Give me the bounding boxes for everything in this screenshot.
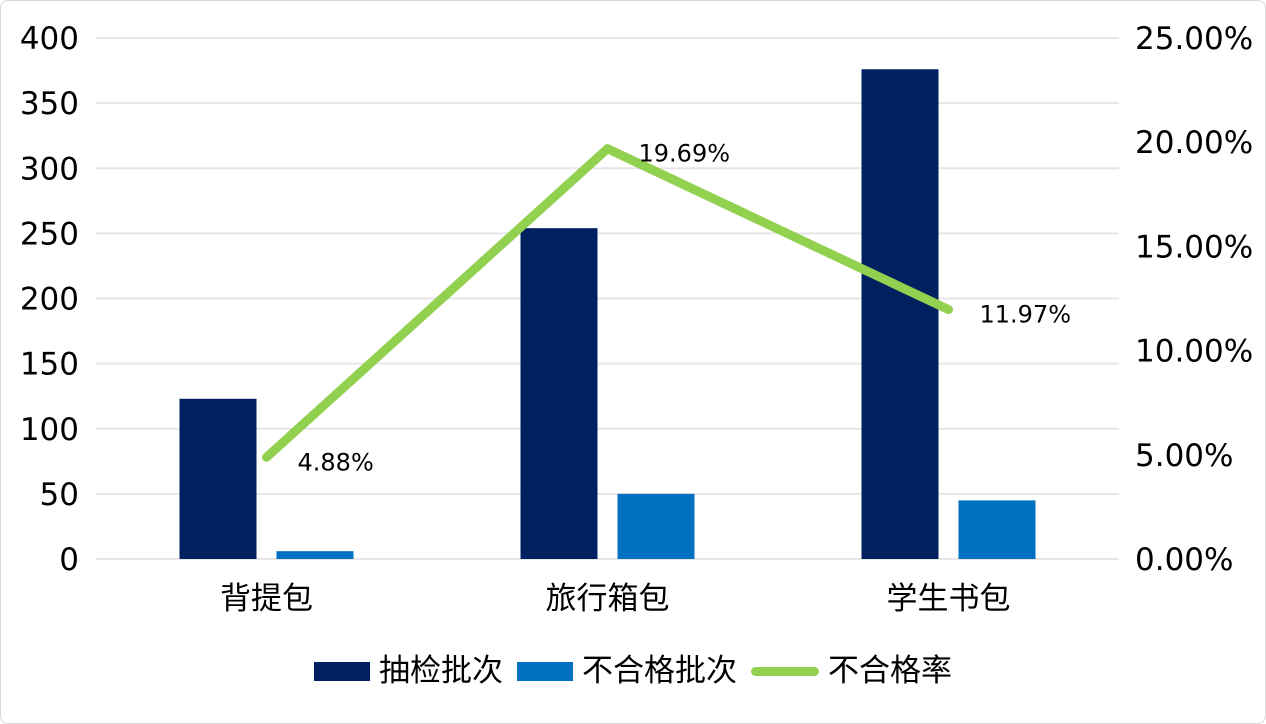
failure-rate-line: [262, 144, 953, 462]
legend-swatch-failure-rate-line: [751, 666, 819, 676]
right-axis-tick: 20.00%: [1135, 125, 1253, 161]
chart-legend: 抽检批次 不合格批次 不合格率: [1, 649, 1265, 693]
x-axis-category-label: 学生书包: [887, 581, 1011, 617]
left-axis-tick: 50: [40, 477, 79, 513]
legend-swatch-failed-batches: [517, 661, 573, 681]
legend-label-failure-rate: 不合格率: [828, 652, 952, 689]
legend-label-sampled-batches: 抽检批次: [379, 652, 503, 689]
x-axis-category-label: 背提包: [220, 581, 313, 617]
bar-抽检批次-学生书包: [861, 69, 939, 559]
legend-item-failure-rate: 不合格率: [751, 652, 952, 689]
legend-label-failed-batches: 不合格批次: [582, 652, 737, 689]
left-axis-tick: 100: [20, 412, 79, 448]
failure-rate-point-label: 4.88%: [298, 448, 374, 476]
bar-抽检批次-旅行箱包: [520, 228, 598, 560]
failure-rate-point-label: 11.97%: [980, 301, 1072, 329]
right-axis-tick: 0.00%: [1135, 542, 1233, 578]
legend-item-sampled-batches: 抽检批次: [314, 652, 503, 689]
left-axis-tick: 300: [20, 151, 79, 187]
right-axis-tick: 15.00%: [1135, 229, 1253, 265]
bar-抽检批次-背提包: [179, 398, 257, 559]
left-axis-tick: 0: [59, 542, 79, 578]
left-axis-tick: 350: [20, 86, 79, 122]
bar-不合格批次-学生书包: [958, 500, 1036, 559]
bar-不合格批次-旅行箱包: [617, 493, 695, 559]
legend-swatch-sampled-batches: [314, 661, 370, 681]
right-axis-tick: 5.00%: [1135, 438, 1233, 474]
failure-rate-point-label: 19.69%: [639, 140, 731, 168]
x-axis-category-label: 旅行箱包: [546, 581, 670, 617]
left-axis-tick: 250: [20, 216, 79, 252]
right-axis-tick: 10.00%: [1135, 334, 1253, 370]
left-axis-tick: 400: [20, 21, 79, 57]
legend-item-failed-batches: 不合格批次: [517, 652, 737, 689]
left-axis-tick: 200: [20, 282, 79, 318]
bar-不合格批次-背提包: [276, 551, 354, 559]
right-axis-tick: 25.00%: [1135, 21, 1253, 57]
left-axis-tick: 150: [20, 347, 79, 383]
